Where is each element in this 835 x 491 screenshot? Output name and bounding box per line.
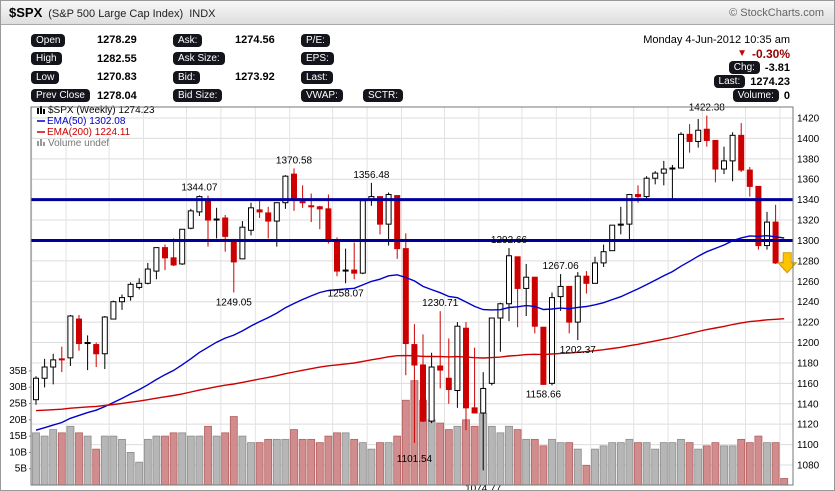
title-bar: $SPX (S&P 500 Large Cap Index) INDX © St… <box>1 1 834 25</box>
volume-bars <box>32 380 789 486</box>
price-axis-label: 1320 <box>797 216 820 227</box>
price-axis-label: 1140 <box>797 399 819 410</box>
percent-change: -0.30% <box>751 46 790 61</box>
volume-axis-label: 15B <box>9 431 27 442</box>
stockcharts-credit: © StockCharts.com <box>729 7 824 19</box>
volume-axis-label: 20B <box>9 415 27 426</box>
chart-svg: 1080 1100 1120 1140 1160 1180 1200 1220 1240 1260… <box>9 103 820 491</box>
price-annotation: 1370.58 <box>276 155 313 166</box>
open-value: 1278.29 <box>97 34 137 47</box>
high-label-badge: High <box>31 52 62 66</box>
copyright-icon: © <box>729 6 738 19</box>
price-axis-label: 1260 <box>797 277 820 288</box>
price-annotation: 1292.66 <box>491 235 528 246</box>
price-annotation: 1249.05 <box>216 297 253 308</box>
low-label-badge: Low <box>31 70 60 84</box>
bidsize-label-badge: Bid Size: <box>173 89 223 103</box>
pe-label-badge: P/E: <box>301 33 330 47</box>
price-annotation: 1422.38 <box>689 103 726 114</box>
price-axis-label: 1220 <box>797 318 820 329</box>
symbol-header: $SPX (S&P 500 Large Cap Index) INDX <box>9 5 215 20</box>
chg-value: -3.81 <box>764 61 790 74</box>
price-axis-label: 1100 <box>797 440 819 451</box>
price-annotation: 1230.71 <box>422 298 459 309</box>
last2-value: 1274.23 <box>750 75 790 88</box>
volume-axis-label: 30B <box>9 382 27 393</box>
volume-axis-label: 35B <box>9 366 27 377</box>
ask-value: 1274.56 <box>235 34 275 47</box>
down-triangle-icon: ▼ <box>737 47 747 59</box>
legend-symbol-label: $SPX (Weekly) 1274.23 <box>48 105 155 116</box>
eps-label-badge: EPS: <box>301 52 334 66</box>
symbol-type: INDX <box>189 8 216 20</box>
price-axis-label: 1280 <box>797 256 820 267</box>
price-axis-label: 1180 <box>797 358 819 369</box>
price-annotation: 1267.06 <box>543 261 580 272</box>
price-axis-label: 1300 <box>797 236 820 247</box>
price-chart-region: 1080 1100 1120 1140 1160 1180 1200 1220 1240 1260… <box>1 103 834 491</box>
chg-label-badge: Chg: <box>728 61 760 74</box>
legend-ema200-label: EMA(200) 1224.11 <box>47 127 131 138</box>
open-label-badge: Open <box>31 33 66 47</box>
bid-label-badge: Bid: <box>173 70 201 84</box>
price-axis-label: 1420 <box>797 114 820 125</box>
plot-border <box>30 106 794 486</box>
candlesticks <box>33 115 788 471</box>
legend-volume-label: Volume undef <box>48 138 109 149</box>
quote-right-column: Monday 4-Jun-2012 10:35 am ▼ -0.30% Chg:… <box>643 33 790 103</box>
prevclose-value: 1278.04 <box>97 89 137 102</box>
sctr-label-badge: SCTR: <box>363 89 403 103</box>
ema-line <box>35 318 785 412</box>
high-value: 1282.55 <box>97 52 137 65</box>
quote-datetime: Monday 4-Jun-2012 10:35 am <box>643 33 790 46</box>
legend-ema50-label: EMA(50) 1302.08 <box>47 116 126 127</box>
asksize-label-badge: Ask Size: <box>173 52 225 66</box>
volume-axis-label: 5B <box>15 464 28 475</box>
volume-label-badge: Volume: <box>732 89 779 102</box>
price-axis-label: 1120 <box>797 420 819 431</box>
price-axis-label: 1380 <box>797 154 820 165</box>
price-annotation: 1074.77 <box>465 483 502 491</box>
price-annotation: 1158.66 <box>526 390 562 401</box>
symbol-ticker: $SPX <box>9 5 43 20</box>
price-annotation: 1344.07 <box>181 182 218 193</box>
quote-grid: Open 1278.29 Ask: 1274.56 P/E: High 1282… <box>31 33 417 103</box>
bid-value: 1273.92 <box>235 71 275 84</box>
price-annotation: 1101.54 <box>397 454 433 465</box>
price-annotations: 1344.07 1249.05 1370.58 1258.07 1356.48 1101.… <box>181 103 726 491</box>
prevclose-label-badge: Prev Close <box>31 89 90 103</box>
price-annotation: 1356.48 <box>353 170 390 181</box>
symbol-name: (S&P 500 Large Cap Index) <box>48 8 184 20</box>
price-axis-label: 1360 <box>797 175 820 186</box>
volume-axis-label: 25B <box>9 399 27 410</box>
last2-label-badge: Last: <box>713 75 746 88</box>
last-label-badge: Last: <box>301 70 333 84</box>
volume-value: 0 <box>783 89 790 102</box>
price-axis-label: 1340 <box>797 195 820 206</box>
vwap-label-badge: VWAP: <box>301 89 343 103</box>
price-annotation: 1258.07 <box>328 288 365 299</box>
price-axis-label: 1240 <box>797 297 820 308</box>
price-axis-label: 1160 <box>797 379 819 390</box>
price-annotation: 1202.37 <box>560 345 597 356</box>
credit-text: StockCharts.com <box>740 6 824 19</box>
price-axis-label: 1080 <box>797 461 820 472</box>
volume-axis-label: 10B <box>9 447 27 458</box>
quote-panel: Open 1278.29 Ask: 1274.56 P/E: High 1282… <box>1 25 834 103</box>
price-axis-label: 1400 <box>797 134 820 145</box>
price-axis-label: 1200 <box>797 338 820 349</box>
ema-line <box>35 234 785 431</box>
down-arrow-marker <box>777 252 798 274</box>
ask-label-badge: Ask: <box>173 33 203 47</box>
low-value: 1270.83 <box>97 71 137 84</box>
